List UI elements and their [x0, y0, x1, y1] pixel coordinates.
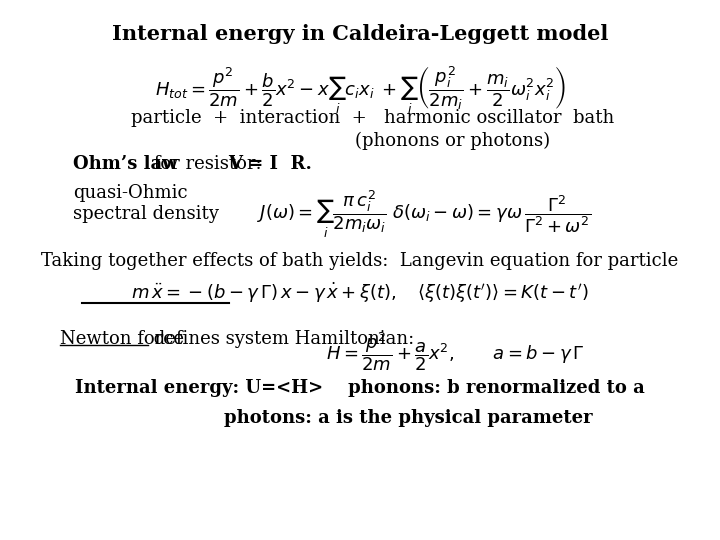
Text: $H = \dfrac{p^2}{2m} + \dfrac{a}{2}x^2, \qquad a = b - \gamma\,\Gamma$: $H = \dfrac{p^2}{2m} + \dfrac{a}{2}x^2, …: [326, 330, 585, 373]
Text: defines system Hamiltonian:: defines system Hamiltonian:: [148, 330, 415, 348]
Text: Ohm’s law: Ohm’s law: [73, 155, 178, 173]
Text: Taking together effects of bath yields:  Langevin equation for particle: Taking together effects of bath yields: …: [41, 252, 679, 271]
Text: quasi-Ohmic
spectral density: quasi-Ohmic spectral density: [73, 184, 219, 223]
Text: Internal energy: U=<H>    phonons: b renormalized to a: Internal energy: U=<H> phonons: b renorm…: [75, 379, 645, 396]
Text: photons: a is the physical parameter: photons: a is the physical parameter: [223, 409, 592, 427]
Text: V = I  R.: V = I R.: [228, 155, 312, 173]
Text: $J(\omega) = \sum_i \dfrac{\pi\, c_i^2}{2m_i \omega_i}\; \delta(\omega_i - \omeg: $J(\omega) = \sum_i \dfrac{\pi\, c_i^2}{…: [256, 190, 591, 240]
Text: $m\,\ddot{x} = -(b - \gamma\,\Gamma)\,x - \gamma\,\dot{x} + \xi(t), \quad \langl: $m\,\ddot{x} = -(b - \gamma\,\Gamma)\,x …: [131, 281, 589, 305]
Text: for resistor:: for resistor:: [148, 155, 268, 173]
Text: Internal energy in Caldeira-Leggett model: Internal energy in Caldeira-Leggett mode…: [112, 24, 608, 44]
Text: $H_{tot} = \dfrac{p^2}{2m} + \dfrac{b}{2}x^2 - x\sum_i c_i x_i \; + \sum_i \left: $H_{tot} = \dfrac{p^2}{2m} + \dfrac{b}{2…: [155, 65, 565, 116]
Text: Newton force: Newton force: [60, 330, 184, 348]
Text: (phonons or photons): (phonons or photons): [355, 131, 550, 150]
Text: particle  +  interaction  +   harmonic oscillator  bath: particle + interaction + harmonic oscill…: [131, 109, 614, 127]
